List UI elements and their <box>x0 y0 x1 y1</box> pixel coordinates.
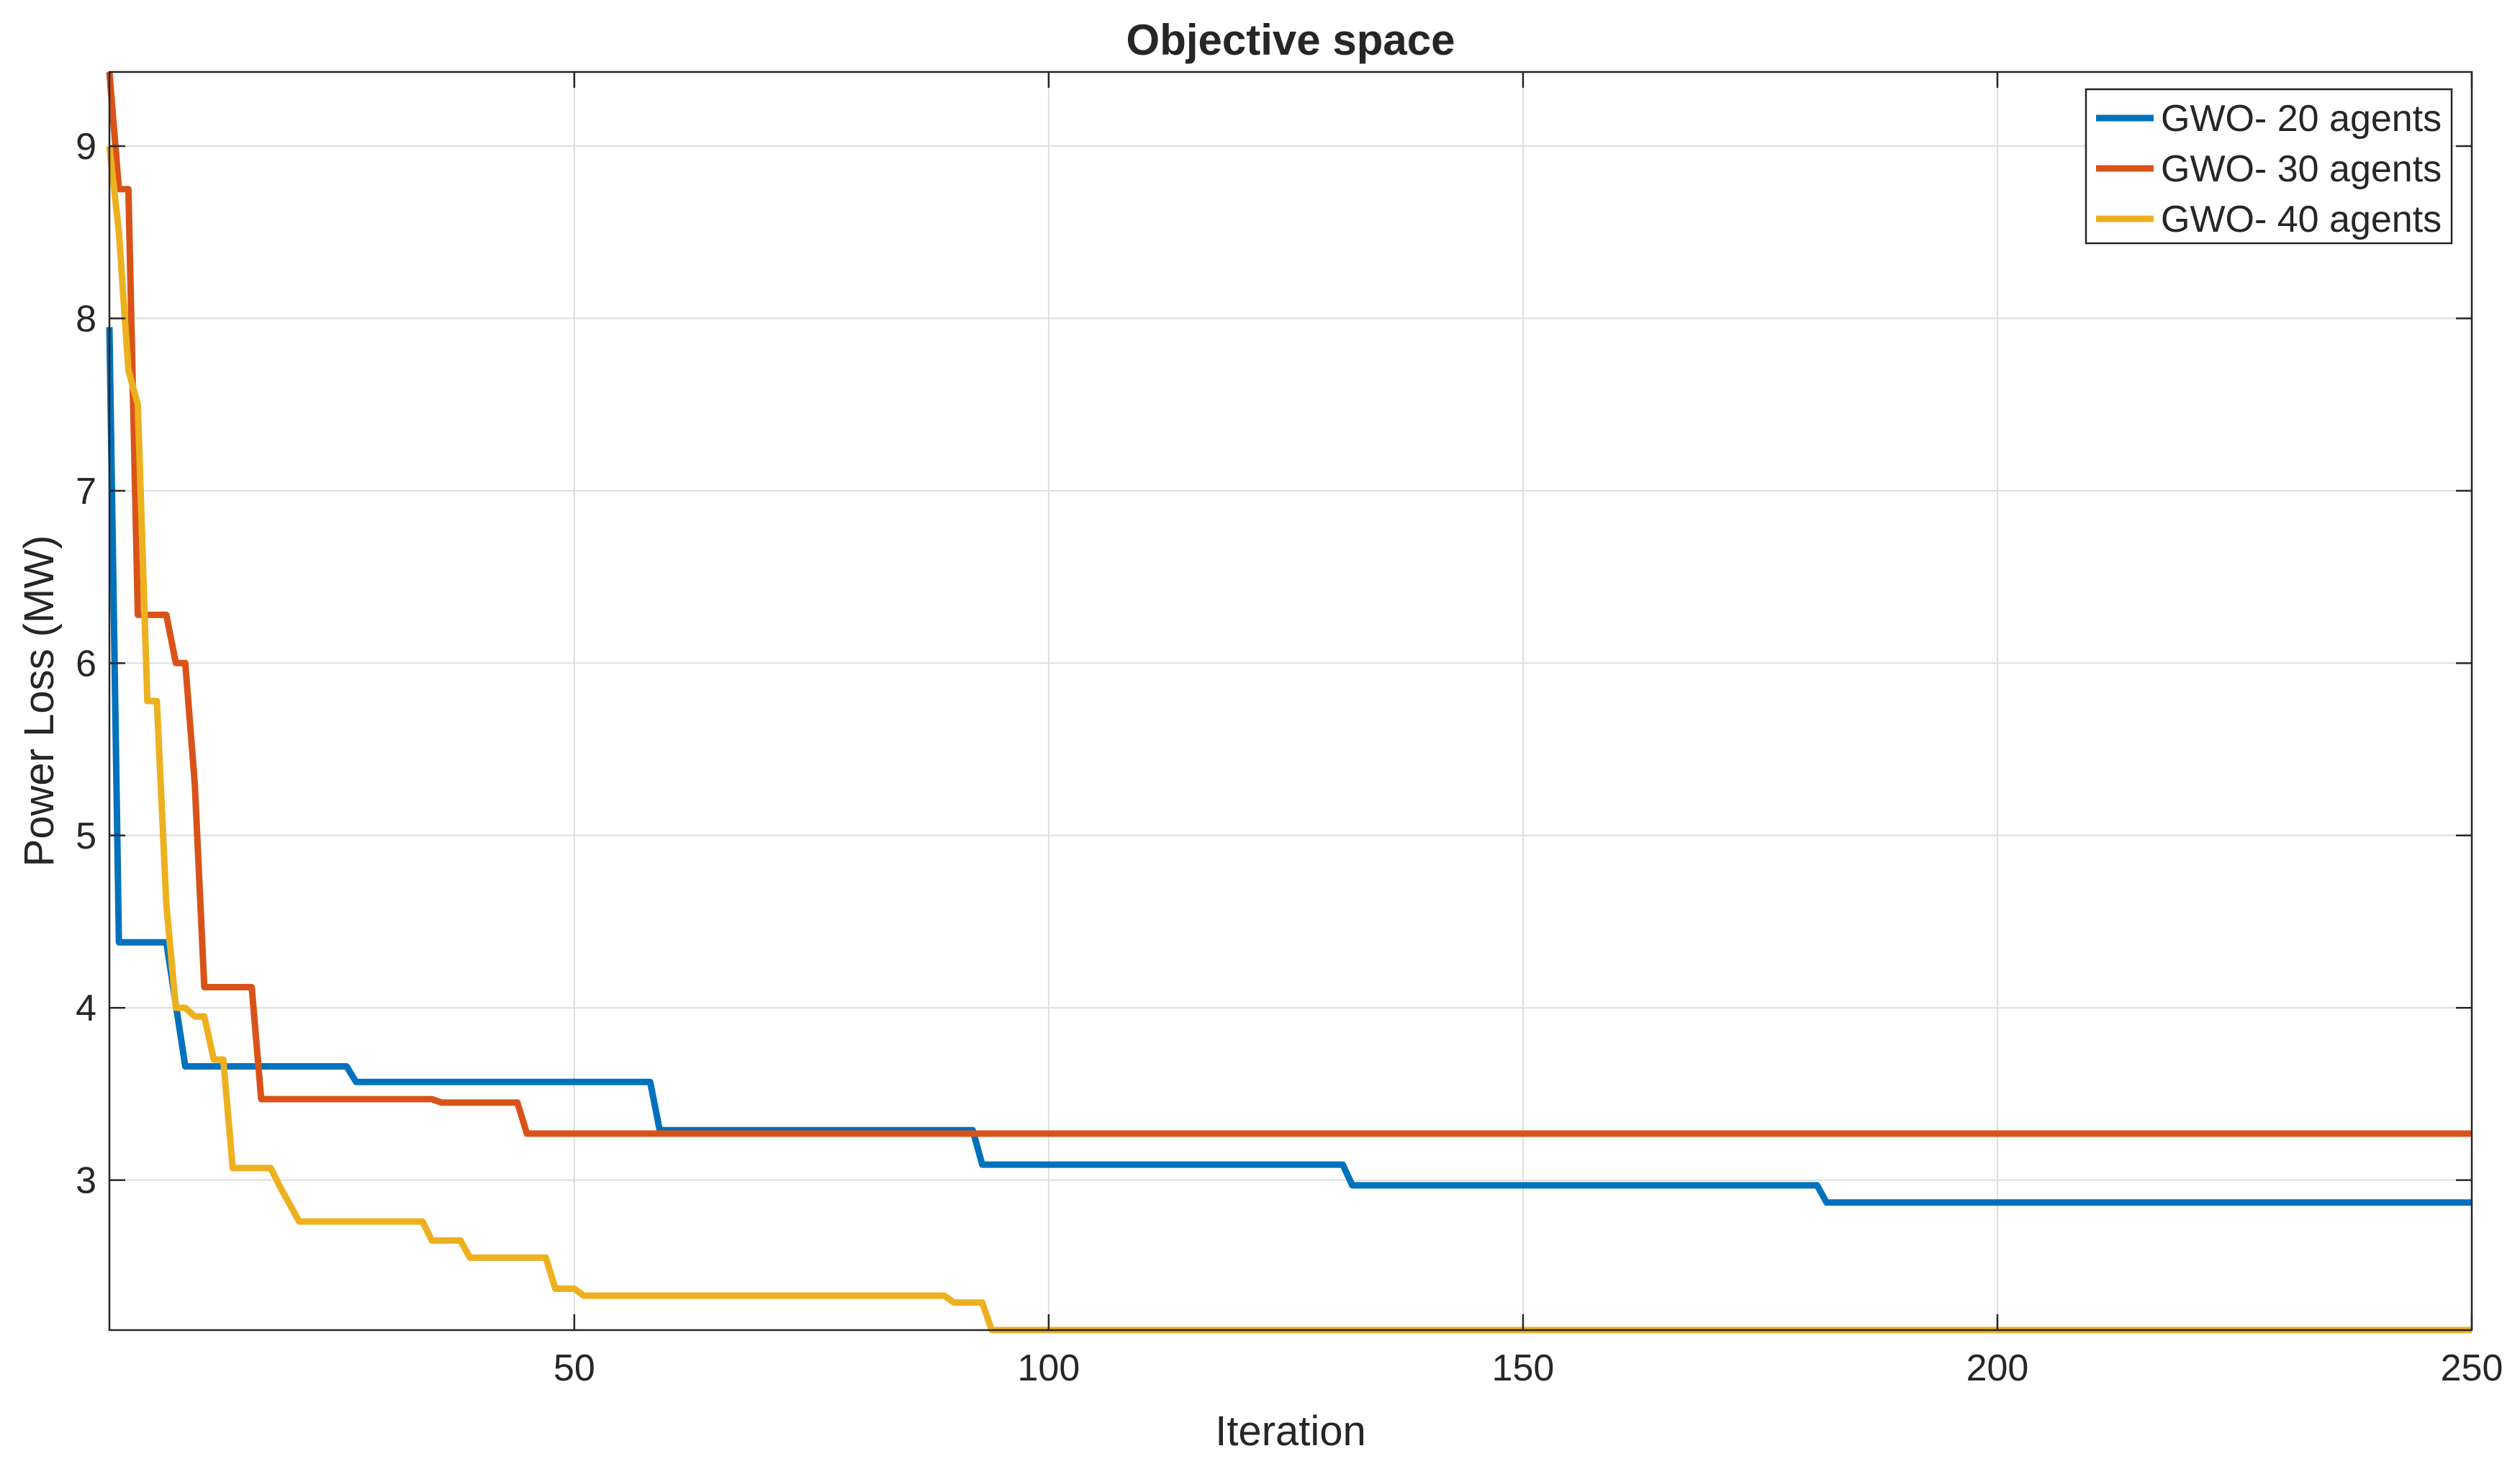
legend-label-2: GWO- 30 agents <box>2161 148 2442 190</box>
x-axis-label: Iteration <box>1215 1408 1366 1455</box>
x-tick-label: 250 <box>2441 1347 2503 1389</box>
legend-label-3: GWO- 40 agents <box>2161 199 2442 240</box>
y-tick-label: 7 <box>76 471 96 512</box>
x-tick-label: 200 <box>1966 1347 2029 1389</box>
y-tick-label: 6 <box>76 643 96 684</box>
chart-title: Objective space <box>1126 16 1455 64</box>
x-tick-label: 50 <box>554 1347 595 1389</box>
legend-label-1: GWO- 20 agents <box>2161 98 2442 140</box>
series-line-2 <box>106 71 2472 1137</box>
legend: GWO- 20 agents GWO- 30 agents GWO- 40 agen… <box>2085 88 2453 245</box>
x-tick-label: 150 <box>1492 1347 1555 1389</box>
plot-area-border <box>108 71 2473 1332</box>
y-tick-label: 4 <box>76 987 96 1029</box>
y-tick-label: 9 <box>76 126 96 168</box>
plot-area-background <box>109 72 2472 1330</box>
y-tick-label: 3 <box>76 1160 96 1202</box>
x-tick-label: 100 <box>1018 1347 1080 1389</box>
y-tick-label: 5 <box>76 815 96 857</box>
series-lines <box>106 71 2472 1334</box>
y-tick-label: 8 <box>76 298 96 340</box>
series-line-3 <box>106 145 2472 1334</box>
axis-ticks: 50 100 150 200 250 3 4 5 6 7 8 9 <box>76 72 2503 1389</box>
y-axis-label: Power Loss (MW) <box>16 535 63 867</box>
